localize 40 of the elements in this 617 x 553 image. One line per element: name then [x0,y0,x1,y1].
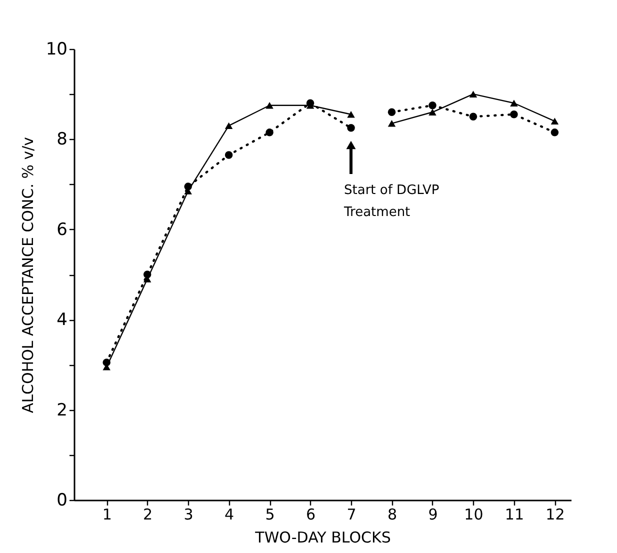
y-tick-label: 4 [56,310,68,330]
point [266,128,274,136]
point [550,128,559,136]
x-tick-label: 5 [265,506,275,524]
y-tick-label: 0 [56,490,68,510]
point [510,110,518,118]
y-axis-title: ALCOHOL ACCEPTANCE CONC. % v/v [18,136,37,414]
point [428,108,436,116]
point [266,102,274,109]
point [469,112,478,121]
y-tick-label: 10 [46,40,68,60]
x-tick-label: 4 [224,506,234,524]
point [224,151,233,159]
y-tick-label: 8 [56,130,68,150]
point [388,108,396,116]
y-tick-label: 2 [56,400,68,420]
point [102,358,110,366]
x-tick-label: 2 [143,506,153,524]
x-axis-title: TWO-DAY BLOCKS [254,528,391,546]
x-tick-label: 7 [346,506,356,524]
x-tick-label: 8 [387,506,398,524]
x-tick-label: 6 [306,506,316,524]
point [428,102,436,110]
x-tick-label: 11 [504,506,524,524]
x-tick-label: 10 [464,506,484,524]
x-tick-label: 9 [428,506,438,524]
point [347,124,355,132]
annotation: Start of DGLVP Treatment [343,183,440,220]
point [347,111,355,118]
x-tick-label: 3 [184,506,194,524]
point [510,100,518,106]
y-tick-label: 6 [56,220,68,240]
point [143,270,152,278]
point [550,118,559,125]
x-tick-label: 12 [546,506,565,524]
point [388,120,396,127]
point [224,122,233,130]
point [469,90,478,98]
x-tick-label: 1 [102,506,112,524]
point [184,182,192,190]
